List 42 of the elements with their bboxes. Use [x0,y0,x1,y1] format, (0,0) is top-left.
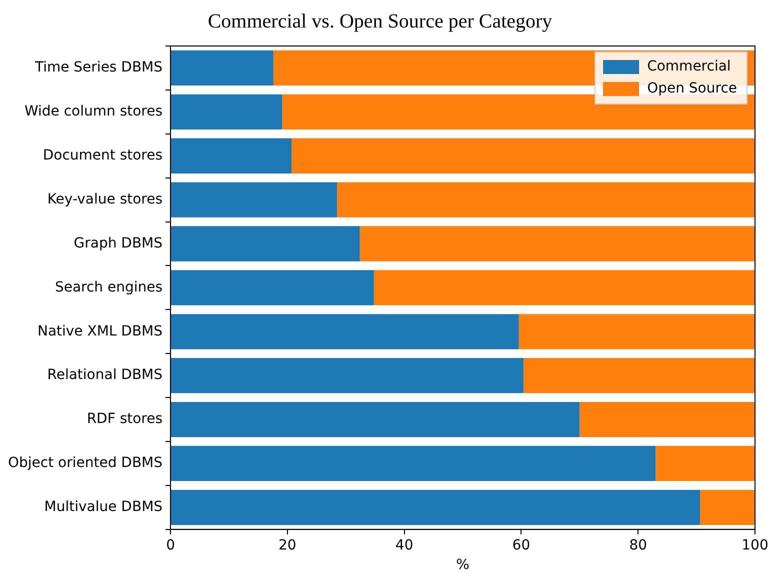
y-tick-label: Object oriented DBMS [8,455,163,472]
x-tick-label: 0 [166,537,175,554]
legend-label: Commercial [647,58,731,75]
bar [171,446,656,482]
bar [374,270,755,306]
x-axis-title: % [456,557,470,574]
y-tick-label: Time Series DBMS [34,60,163,76]
bar [524,358,755,394]
bar [171,358,524,394]
y-tick-label: Search engines [54,279,163,296]
bar [171,50,274,86]
bar [656,446,755,482]
bar [171,402,580,438]
bar [337,182,755,218]
bar [171,94,282,130]
y-tick-label: Native XML DBMS [37,323,163,340]
chart-title: Commercial vs. Open Source per Category [208,10,552,32]
y-tick-label: Relational DBMS [47,367,163,384]
x-tick-label: 100 [742,537,768,554]
y-tick-label: Multivalue DBMS [44,499,163,516]
y-tick-label: Graph DBMS [74,235,163,252]
x-tick-label: 60 [512,537,530,554]
x-tick-label: 80 [629,537,648,554]
bar [171,182,338,218]
bar [292,138,755,174]
x-tick-label: 20 [278,537,296,554]
bar [360,226,755,262]
bar [282,94,755,130]
bar [171,490,700,526]
y-tick-label: Wide column stores [24,104,163,120]
y-tick-label: Document stores [42,148,163,164]
bar [580,402,755,438]
bar [171,314,519,350]
bar [700,490,755,526]
bar [171,226,360,262]
x-tick-label: 40 [395,537,414,554]
y-tick-label: RDF stores [86,411,163,428]
bar [171,138,292,174]
bar [171,270,374,306]
bar [518,314,755,350]
y-tick-label: Key-value stores [47,191,163,208]
legend-label: Open Source [647,80,738,97]
